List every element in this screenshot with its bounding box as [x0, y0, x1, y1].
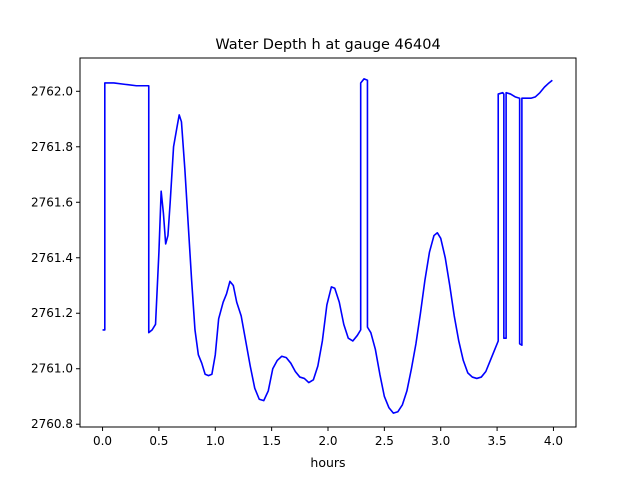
y-tick-label: 2762.0 — [31, 84, 73, 98]
plot-area-frame — [79, 57, 577, 428]
y-axis-ticks: 2760.8 2761.0 2761.2 2761.4 2761.6 2761.8 2762… — [31, 84, 80, 431]
x-tick-label: 0.5 — [149, 434, 168, 448]
series-line — [102, 78, 553, 414]
x-tick-label: 2.0 — [318, 434, 337, 448]
y-tick-label: 2761.6 — [31, 195, 73, 209]
chart-title: Water Depth h at gauge 46404 — [215, 37, 440, 53]
y-tick-label: 2761.4 — [31, 251, 73, 265]
x-axis-label: hours — [310, 455, 345, 470]
x-tick-label: 3.0 — [431, 434, 450, 448]
x-tick-label: 1.5 — [262, 434, 281, 448]
x-tick-label: 4.0 — [544, 434, 563, 448]
x-axis-ticks: 0.0 0.5 1.0 1.5 2.0 2.5 3.0 3.5 4.0 — [93, 427, 563, 448]
y-tick-label: 2761.0 — [31, 362, 73, 376]
series-layer — [102, 78, 553, 414]
x-tick-label: 2.5 — [375, 434, 394, 448]
x-tick-label: 1.0 — [206, 434, 225, 448]
x-tick-label: 3.5 — [488, 434, 507, 448]
y-tick-label: 2760.8 — [31, 417, 73, 431]
y-tick-label: 2761.8 — [31, 140, 73, 154]
x-tick-label: 0.0 — [93, 434, 112, 448]
y-tick-label: 2761.2 — [31, 306, 73, 320]
